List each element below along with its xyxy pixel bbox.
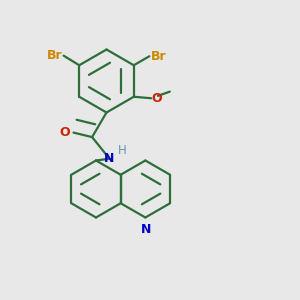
Text: O: O xyxy=(60,125,70,139)
Text: N: N xyxy=(103,152,114,165)
Text: Br: Br xyxy=(46,49,62,62)
Text: N: N xyxy=(141,223,151,236)
Text: H: H xyxy=(118,144,127,157)
Text: O: O xyxy=(152,92,162,105)
Text: Br: Br xyxy=(151,50,167,63)
